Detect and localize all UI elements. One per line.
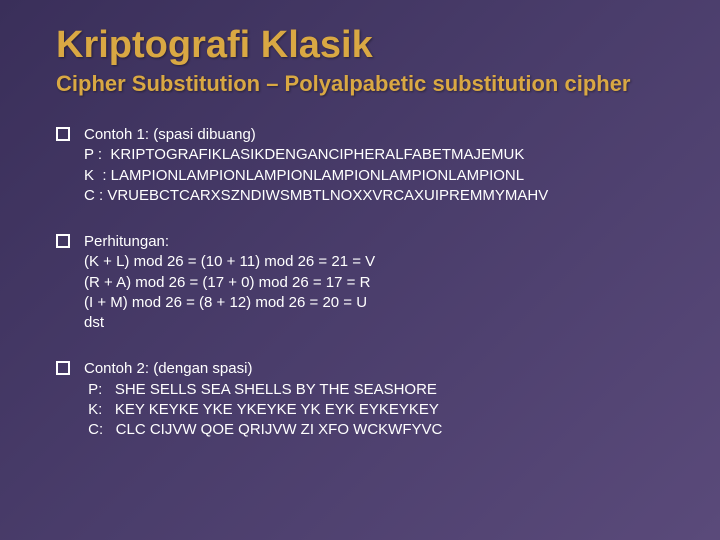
text-line: dst [84,313,375,333]
text-line: Contoh 1: (spasi dibuang) [84,125,548,145]
slide-container: Kriptografi Klasik Cipher Substitution –… [0,0,720,490]
content-block-1: Contoh 1: (spasi dibuang) P : KRIPTOGRAF… [56,125,672,206]
block-lines-3: Contoh 2: (dengan spasi) P: SHE SELLS SE… [84,359,442,440]
slide-subtitle: Cipher Substitution – Polyalpabetic subs… [56,71,672,97]
text-line: Contoh 2: (dengan spasi) [84,359,442,379]
text-line: C : VRUEBCTCARXSZNDIWSMBTLNOXXVRCAXUIPRE… [84,186,548,206]
text-line: Perhitungan: [84,232,375,252]
content-block-2: Perhitungan: (K + L) mod 26 = (10 + 11) … [56,232,672,333]
text-line: (I + M) mod 26 = (8 + 12) mod 26 = 20 = … [84,293,375,313]
bullet-icon [56,127,70,141]
content-block-3: Contoh 2: (dengan spasi) P: SHE SELLS SE… [56,359,672,440]
block-lines-1: Contoh 1: (spasi dibuang) P : KRIPTOGRAF… [84,125,548,206]
text-line: K: KEY KEYKE YKE YKEYKE YK EYK EYKEYKEY [84,400,442,420]
bullet-icon [56,234,70,248]
text-line: K : LAMPIONLAMPIONLAMPIONLAMPIONLAMPIONL… [84,166,548,186]
bullet-icon [56,361,70,375]
text-line: P: SHE SELLS SEA SHELLS BY THE SEASHORE [84,380,442,400]
text-line: (R + A) mod 26 = (17 + 0) mod 26 = 17 = … [84,273,375,293]
text-line: P : KRIPTOGRAFIKLASIKDENGANCIPHERALFABET… [84,145,548,165]
text-line: C: CLC CIJVW QOE QRIJVW ZI XFO WCKWFYVC [84,420,442,440]
block-lines-2: Perhitungan: (K + L) mod 26 = (10 + 11) … [84,232,375,333]
text-line: (K + L) mod 26 = (10 + 11) mod 26 = 21 =… [84,252,375,272]
slide-title: Kriptografi Klasik [56,24,672,67]
